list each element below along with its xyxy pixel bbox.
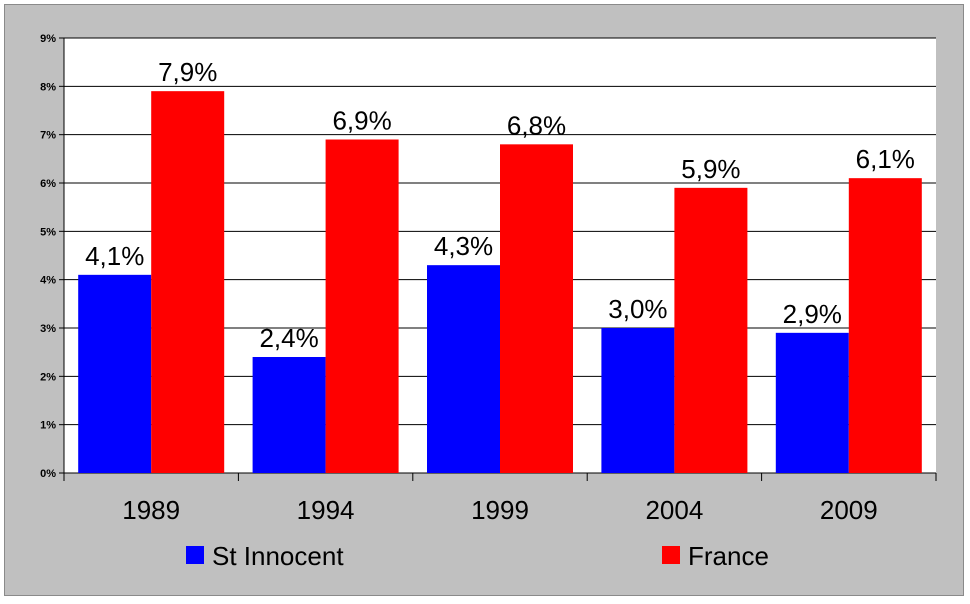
bar-france [325, 139, 399, 473]
data-label: 2,9% [783, 299, 842, 329]
y-tick-label: 9% [40, 33, 56, 45]
y-tick-label: 8% [40, 81, 56, 93]
data-label: 7,9% [158, 57, 217, 87]
bar-st-innocent [78, 274, 152, 473]
data-label: 5,9% [681, 154, 740, 184]
bar-st-innocent [601, 328, 675, 473]
data-label: 6,1% [856, 144, 915, 174]
y-tick-label: 6% [40, 178, 56, 190]
y-tick-label: 4% [40, 275, 56, 287]
bar-france [848, 178, 922, 473]
x-tick-label: 1989 [122, 495, 180, 525]
x-tick-label: 2009 [820, 495, 878, 525]
chart-frame: 0% 1% 2% 3% 4% 5% 6% 7% 8% 9% 4,1% 7,9% 1989 2,4% 6,9%… [4, 4, 964, 596]
y-tick-label: 0% [40, 468, 56, 480]
y-tick-label: 1% [40, 420, 56, 432]
y-tick-label: 3% [40, 323, 56, 335]
bar-st-innocent [775, 332, 849, 473]
bar-france [151, 91, 225, 474]
bar-chart: 0% 1% 2% 3% 4% 5% 6% 7% 8% 9% 4,1% 7,9% 1989 2,4% 6,9%… [40, 33, 937, 571]
data-label: 4,3% [434, 231, 493, 261]
data-label: 4,1% [85, 241, 144, 271]
x-tick-label: 1999 [471, 495, 529, 525]
data-label: 6,8% [507, 110, 566, 140]
legend-swatch [186, 546, 204, 564]
bar-france [674, 187, 748, 474]
y-tick-label: 2% [40, 371, 56, 383]
x-tick-label: 1994 [297, 495, 355, 525]
legend-label: France [688, 541, 769, 571]
legend-label: St Innocent [212, 541, 344, 571]
bar-france [500, 144, 573, 474]
bar-st-innocent [252, 357, 326, 473]
y-tick-label: 7% [40, 130, 56, 142]
y-tick-label: 5% [40, 226, 56, 238]
bar-st-innocent [427, 265, 500, 473]
x-tick-label: 2004 [645, 495, 703, 525]
data-label: 6,9% [332, 106, 391, 136]
data-label: 2,4% [259, 323, 318, 353]
data-label: 3,0% [608, 294, 667, 324]
legend-swatch [662, 546, 680, 564]
